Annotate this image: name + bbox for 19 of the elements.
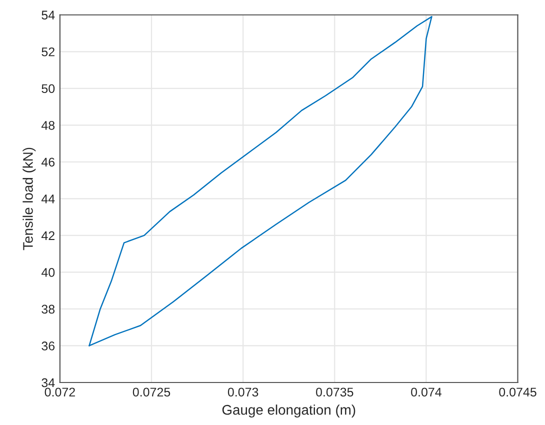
x-axis-title: Gauge elongation (m) <box>222 404 356 418</box>
y-tick-label: 38 <box>42 304 55 314</box>
y-tick-label: 52 <box>42 47 54 56</box>
x-tick-label: 0.072 <box>44 388 75 397</box>
y-tick-label: 54 <box>42 10 55 20</box>
y-tick-label: 46 <box>41 158 55 167</box>
y-tick-label: 40 <box>41 268 55 277</box>
y-tick-label: 36 <box>42 342 55 350</box>
y-tick-label: 50 <box>42 84 55 94</box>
y-tick-label: 42 <box>41 231 54 240</box>
x-tick-label: 0.074 <box>411 388 442 397</box>
x-tick-label: 0.0735 <box>316 388 354 397</box>
y-tick-label: 34 <box>42 378 55 388</box>
x-tick-label: 0.0745 <box>499 388 536 397</box>
y-tick-label: 48 <box>41 120 55 130</box>
x-tick-label: 0.073 <box>228 388 258 397</box>
y-tick-label: 44 <box>41 194 55 204</box>
x-tick-label: 0.0725 <box>132 388 170 397</box>
y-axis-title: Tensile load (kN) <box>22 148 36 250</box>
